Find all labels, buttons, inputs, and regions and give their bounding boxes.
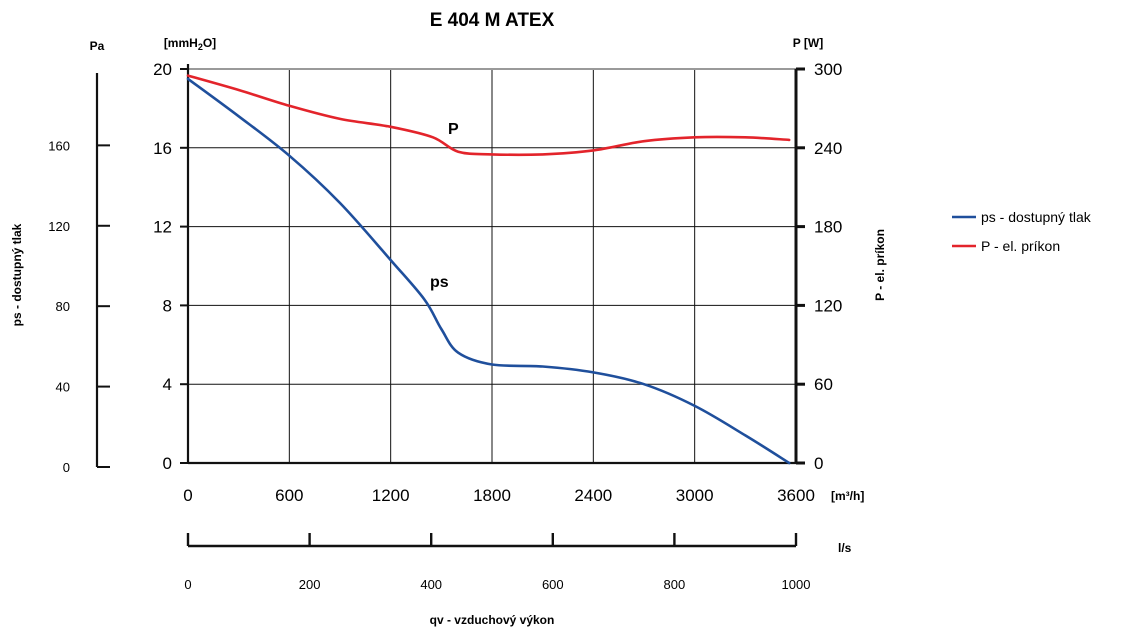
x-tick-label: 0: [183, 486, 192, 505]
x-tick-label: 3600: [777, 486, 815, 505]
pa-tick-label: 160: [48, 138, 70, 153]
pa-unit-label: Pa: [90, 39, 105, 53]
plot-axes: [95, 64, 805, 548]
legend: ps - dostupný tlak P - el. príkon: [952, 209, 1092, 254]
pa-axis-title: ps - dostupný tlak: [10, 223, 24, 326]
x-tick-label: 1200: [372, 486, 410, 505]
power-tick-label: 60: [814, 375, 833, 394]
pa-tick-label: 40: [56, 380, 70, 395]
x-tick-label: 3000: [676, 486, 714, 505]
mmh2o-tick-label: 20: [153, 60, 172, 79]
power-tick-label: 180: [814, 218, 842, 237]
plot-grid: [188, 69, 796, 463]
pa-tick-label: 120: [48, 219, 70, 234]
power-tick-label: 300: [814, 60, 842, 79]
mmh2o-tick-label: 4: [163, 375, 172, 394]
x-tick-label: 600: [275, 486, 303, 505]
ls-tick-label: 600: [542, 577, 564, 592]
mmh2o-tick-label: 16: [153, 139, 172, 158]
ls-tick-label: 400: [420, 577, 442, 592]
mmh2o-tick-label: 8: [163, 296, 172, 315]
ls-tick-label: 0: [184, 577, 191, 592]
mmh2o-unit-label: [mmH2O]: [164, 36, 216, 52]
watt-unit-label: P [W]: [793, 36, 823, 50]
legend-label-ps: ps - dostupný tlak: [981, 209, 1092, 225]
ls-unit-label: l/s: [838, 541, 852, 555]
data-curves: [186, 74, 791, 465]
x-axis-title: qv - vzduchový výkon: [430, 613, 555, 627]
ls-tick-label: 200: [299, 577, 321, 592]
pa-tick-label: 80: [56, 299, 70, 314]
ls-tick-label: 1000: [782, 577, 811, 592]
ps-curve-label: ps: [430, 274, 449, 291]
power-tick-label: 240: [814, 139, 842, 158]
p-curve-label: P: [448, 121, 459, 138]
chart-title: E 404 M ATEX: [430, 10, 555, 31]
power-curve: [186, 74, 791, 157]
pa-tick-label: 0: [63, 460, 70, 475]
power-axis-title: P - el. príkon: [873, 229, 887, 301]
ls-tick-label: 800: [664, 577, 686, 592]
power-tick-label: 120: [814, 296, 842, 315]
power-tick-label: 0: [814, 454, 823, 473]
mmh2o-tick-label: 12: [153, 218, 172, 237]
mmh2o-tick-label: 0: [163, 454, 172, 473]
m3h-unit-label: [m³/h]: [831, 489, 864, 503]
x-tick-label: 2400: [574, 486, 612, 505]
legend-label-p: P - el. príkon: [981, 238, 1060, 254]
pressure-curve: [186, 77, 791, 465]
x-tick-label: 1800: [473, 486, 511, 505]
